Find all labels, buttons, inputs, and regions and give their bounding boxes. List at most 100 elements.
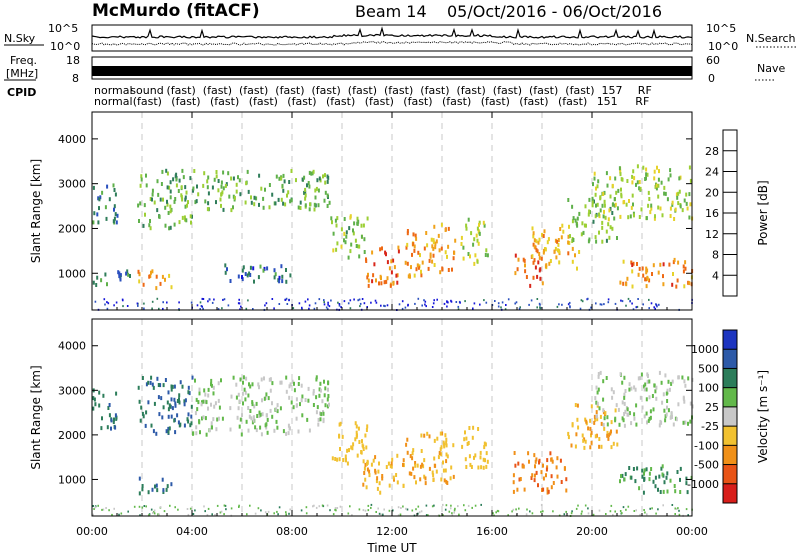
data-cell [631,284,634,289]
data-cell [466,442,469,446]
data-cell [306,417,309,422]
colorbar-tick: -25 [701,420,719,433]
data-cell [614,202,617,207]
data-cell [645,397,648,402]
data-cell [322,419,325,424]
data-cell [663,191,666,196]
data-cell [344,240,347,245]
data-cell [532,242,535,247]
data-cell [605,238,608,243]
data-cell [258,173,261,178]
data-cell [534,459,537,464]
data-cell [621,473,624,478]
data-cell [514,463,517,468]
data-cell [237,274,240,279]
data-cell [534,265,537,270]
nsky-tick-bottom: 10^0 [50,40,80,53]
data-cell [687,376,690,381]
data-cell [249,384,252,389]
data-cell [269,388,272,393]
data-cell [280,176,283,181]
data-cell [644,277,647,282]
data-cell [178,393,181,398]
data-cell [593,420,596,425]
data-cell [574,218,577,223]
data-cell [574,444,577,449]
data-cell [186,203,188,208]
data-cell [343,217,346,221]
data-cell [584,439,587,444]
data-cell [187,200,189,205]
data-cell [688,165,691,170]
data-cell [470,465,473,469]
data-cell [94,402,97,407]
data-cell [243,387,246,392]
data-cell [150,423,153,428]
data-cell [317,203,320,208]
data-cell [167,414,170,419]
data-cell [317,422,320,427]
data-cell [440,477,443,482]
data-cell [168,226,171,231]
data-cell [538,460,540,465]
data-cell [159,281,162,286]
data-cell [478,220,481,225]
data-cell [286,193,288,198]
data-cell [671,202,674,207]
data-cell [518,477,521,482]
data-cell [116,213,119,218]
data-cell [593,414,596,419]
data-cell [661,464,664,469]
colorbar-swatch [723,483,737,504]
data-cell [160,182,163,186]
data-cell [659,262,662,267]
data-cell [241,275,243,279]
data-cell [522,257,525,262]
data-cell [543,229,546,234]
data-cell [623,401,626,406]
data-cell [229,427,232,432]
data-cell [230,208,233,213]
data-cell [660,380,663,385]
data-cell [648,395,651,400]
data-cell [516,487,519,492]
colorbar-tick: -500 [694,459,719,472]
data-cell [217,188,220,193]
colorbar-swatch [723,406,737,427]
data-cell [445,443,448,448]
data-cell [483,441,486,446]
data-cell [139,418,142,423]
data-cell [189,176,192,181]
data-cell [540,470,543,475]
data-cell [409,454,412,459]
data-cell [101,190,104,195]
data-cell [469,254,471,259]
data-cell [241,277,244,282]
data-cell [460,235,463,240]
data-cell [658,169,660,174]
data-cell [679,477,681,482]
data-cell [334,218,337,223]
data-cell [565,488,568,493]
data-cell [290,198,293,203]
data-cell [593,199,595,204]
data-cell [636,164,639,169]
y-axis-label: Slant Range [km] [29,159,43,263]
data-cell [165,429,168,434]
data-cell [571,204,574,209]
data-cell [473,261,476,266]
data-cell [450,465,453,470]
data-cell [665,412,668,417]
data-cell [304,187,307,192]
data-cell [197,400,200,405]
data-cell [212,391,215,396]
data-cell [640,372,643,377]
data-cell [643,384,645,389]
data-cell [114,192,117,197]
x-axis-label: Time UT [366,541,417,554]
data-cell [462,245,465,250]
data-cell [288,426,291,431]
data-cell [220,378,222,383]
cpid-entry: normal [94,84,133,97]
data-cell [138,399,141,404]
